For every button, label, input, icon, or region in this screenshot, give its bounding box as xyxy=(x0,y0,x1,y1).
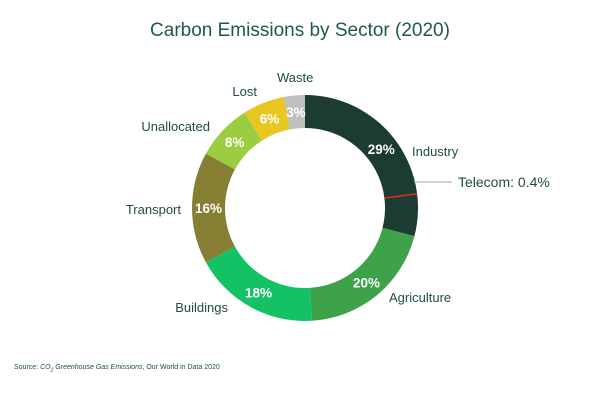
slice-waste xyxy=(283,95,305,130)
slice-transport xyxy=(191,153,235,263)
slice-unallocated xyxy=(205,112,263,170)
pct-label-unallocated: 8% xyxy=(225,135,245,150)
source-note: Source: CO2 Greenhouse Gas Emissions, Ou… xyxy=(14,364,220,373)
source-prefix: Source: xyxy=(14,364,41,371)
source-co-sub: 2 xyxy=(50,367,54,374)
pct-label-transport: 16% xyxy=(195,201,222,216)
chart-title: Carbon Emissions by Sector (2020) xyxy=(150,20,450,41)
telecom-callout-label: Telecom: 0.4% xyxy=(458,174,550,190)
source-co: CO xyxy=(40,364,51,371)
slice-industry xyxy=(305,95,418,237)
slice-lost xyxy=(244,97,291,141)
slice-telecom xyxy=(384,193,418,199)
category-label-lost: Lost xyxy=(232,84,257,99)
pct-label-agriculture: 20% xyxy=(353,275,380,290)
slice-agriculture xyxy=(310,227,415,321)
source-title: CO2 Greenhouse Gas Emissions xyxy=(40,364,143,374)
slice-buildings xyxy=(205,246,313,321)
pct-label-industry: 29% xyxy=(368,142,395,157)
category-label-agriculture: Agriculture xyxy=(389,290,451,305)
pct-label-waste: 3% xyxy=(286,105,306,120)
category-label-buildings: Buildings xyxy=(175,300,228,315)
category-label-transport: Transport xyxy=(126,202,182,217)
pct-label-lost: 6% xyxy=(260,111,280,126)
pct-label-buildings: 18% xyxy=(245,286,272,301)
category-label-waste: Waste xyxy=(277,70,313,85)
category-label-industry: Industry xyxy=(412,144,459,159)
source-suffix: , Our World in Data 2020 xyxy=(142,364,220,371)
source-title-rest: Greenhouse Gas Emissions xyxy=(53,364,143,371)
category-label-unallocated: Unallocated xyxy=(141,119,210,134)
